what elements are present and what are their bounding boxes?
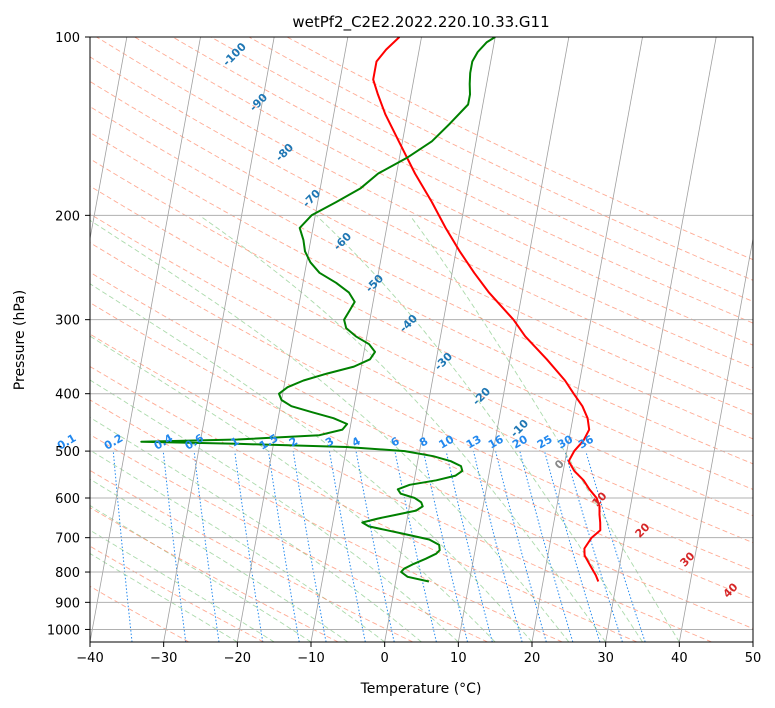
dry-adiabats [90, 37, 753, 642]
isotherm-line [678, 236, 753, 642]
isotherm-line [310, 37, 422, 642]
isotherms [90, 37, 753, 642]
x-tick-label: 40 [671, 651, 688, 666]
moist-adiabat-line [90, 449, 385, 642]
y-tick-label: 1000 [47, 623, 80, 638]
y-axis-label: Pressure (hPa) [12, 290, 28, 390]
moist-adiabat-line [90, 478, 349, 642]
data-series [140, 37, 602, 583]
isotherm-line [90, 37, 128, 241]
isotherm-line [384, 37, 496, 642]
isotherm-line [605, 37, 717, 642]
dry-adiabat-line [90, 302, 753, 629]
moist-adiabat-line [315, 214, 643, 642]
pressure-gridlines [90, 37, 753, 630]
moist-adiabat-line [90, 379, 459, 642]
mixing-ratio-line [355, 451, 395, 642]
dry-adiabat-line [172, 37, 753, 324]
y-tick-label: 600 [55, 492, 80, 507]
x-tick-label: 10 [450, 651, 467, 666]
dry-adiabat-line [90, 333, 712, 642]
dry-adiabat-line [96, 37, 753, 369]
isotherm-line [457, 37, 570, 642]
y-tick-label: 200 [55, 209, 80, 224]
x-tick-label: 0 [381, 651, 389, 666]
dry-adiabat-line [90, 399, 563, 642]
y-tick-label: 900 [55, 596, 80, 611]
mixing-ratio-line [585, 450, 646, 642]
x-tick-label: 20 [524, 651, 541, 666]
dry-adiabat-line [90, 434, 488, 642]
x-tick-label: −30 [150, 651, 177, 666]
plot-area [90, 37, 753, 642]
mixing-ratio-line [495, 450, 547, 642]
y-tick-label: 500 [55, 445, 80, 460]
y-axis: 100 200 300 400 500 600 700 800 900 1000 [47, 31, 90, 638]
x-axis-label: Temperature (°C) [360, 681, 482, 697]
mixing-ratio-line [519, 450, 574, 642]
y-tick-label: 100 [55, 31, 80, 46]
plot-frame [89, 36, 754, 643]
mixing-ratio-line [473, 450, 523, 642]
x-tick-label: −20 [224, 651, 251, 666]
temperature-profile-line [372, 37, 602, 582]
mixing-ratio-line [422, 450, 468, 642]
x-tick-label: −10 [297, 651, 324, 666]
dry-adiabat-line [90, 213, 753, 544]
dry-adiabat-line [210, 37, 753, 302]
moist-adiabat-line [90, 283, 533, 642]
x-tick-label: 30 [597, 651, 614, 666]
moist-adiabat-line [90, 416, 422, 642]
x-tick-label: 50 [745, 651, 762, 666]
y-tick-label: 300 [55, 314, 80, 329]
chart-title: wetPf2_C2E2.2022.220.10.33.G11 [292, 13, 549, 32]
mixing-ratio-line [544, 450, 601, 642]
isotherm-line [163, 37, 275, 642]
dewpoint-profile-line [140, 37, 496, 583]
moist-adiabat-line [90, 335, 496, 642]
x-axis: −40 −30 −20 −10 0 10 20 30 40 50 [76, 642, 761, 666]
dry-adiabat-line [90, 56, 753, 392]
moist-adiabat-line [90, 553, 238, 642]
isotherm-line [531, 37, 643, 642]
dry-adiabat-line [90, 366, 638, 642]
y-tick-label: 700 [55, 532, 80, 547]
x-tick-label: −40 [76, 651, 103, 666]
isotherm-line [90, 37, 201, 642]
y-tick-label: 800 [55, 566, 80, 581]
dry-adiabat-line [90, 185, 753, 517]
y-tick-label: 400 [55, 388, 80, 403]
mixing-ratio-line [564, 450, 623, 642]
dry-adiabat-line [134, 37, 753, 346]
dry-adiabat-line [90, 507, 339, 642]
isotherm-line [236, 37, 349, 642]
dry-adiabat-line [90, 158, 753, 490]
dry-adiabat-line [90, 545, 264, 642]
